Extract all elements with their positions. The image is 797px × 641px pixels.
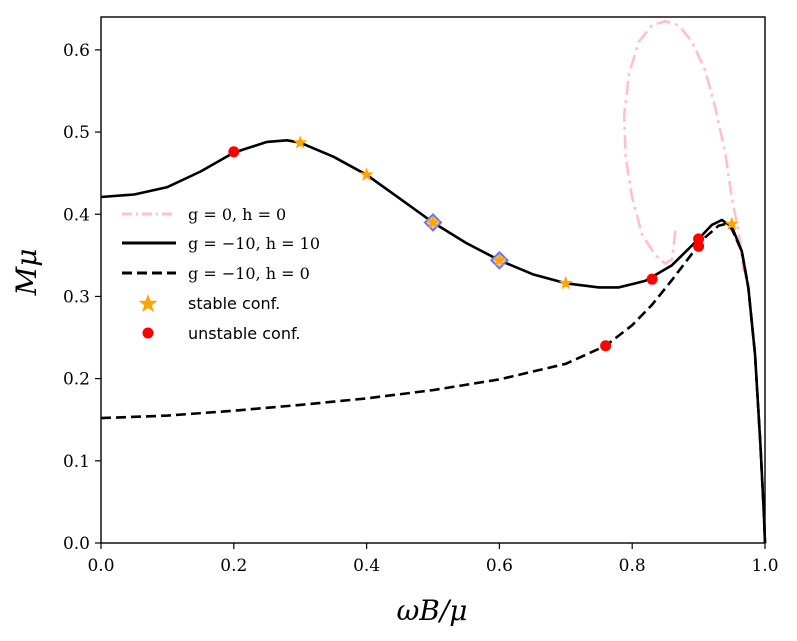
y-tick-label-6: 0.6 [63, 41, 90, 61]
unstable-marker-1 [600, 340, 612, 352]
marker-layer [228, 135, 739, 352]
legend-label-pink: g = 0, h = 0 [188, 205, 286, 224]
unstable-marker-0 [228, 146, 240, 158]
series-line-0 [622, 19, 746, 272]
x-tick-label-0: 0.0 [87, 556, 114, 576]
stable-marker-2 [425, 215, 441, 229]
y-tick-label-2: 0.2 [63, 370, 90, 390]
y-tick-label-4: 0.4 [63, 205, 90, 225]
y-tick-label-5: 0.5 [63, 123, 90, 143]
stable-marker-3 [492, 252, 507, 267]
legend-label-dot: unstable conf. [188, 324, 301, 343]
y-tick-label-3: 0.3 [63, 287, 90, 307]
x-tick-label-5: 1.0 [751, 556, 778, 576]
legend-swatch-dot [142, 327, 154, 339]
legend-label-star: stable conf. [188, 294, 280, 313]
legend-label-solid: g = −10, h = 10 [188, 234, 320, 253]
legend-swatch-star [138, 294, 158, 313]
series-line-2 [100, 222, 767, 544]
stable-marker-0 [293, 135, 308, 149]
stable-marker-5 [724, 216, 739, 231]
unstable-marker-2 [646, 273, 658, 285]
y-axis-label: Mμ [10, 249, 43, 297]
tick-layer: 0.0 0.2 0.4 0.6 0.8 1.0 0.0 0.1 0.2 0.3 0.4 0.5 0.6 [63, 41, 779, 576]
x-axis-label: ωB/μ [396, 594, 467, 627]
legend: g = 0, h = 0 g = −10, h = 10 g = −10, h … [122, 205, 320, 343]
y-tick-label-0: 0.0 [63, 534, 90, 554]
stable-marker-4 [558, 275, 573, 290]
legend-label-dashed: g = −10, h = 0 [188, 264, 310, 283]
series-layer [100, 19, 767, 544]
stable-marker-1 [359, 167, 374, 181]
plot-frame [100, 16, 766, 544]
x-tick-label-4: 0.8 [619, 556, 646, 576]
y-tick-label-1: 0.1 [63, 452, 90, 472]
unstable-marker-4 [693, 240, 705, 252]
x-tick-label-3: 0.6 [486, 556, 513, 576]
x-tick-label-1: 0.2 [220, 556, 247, 576]
x-tick-label-2: 0.4 [353, 556, 380, 576]
